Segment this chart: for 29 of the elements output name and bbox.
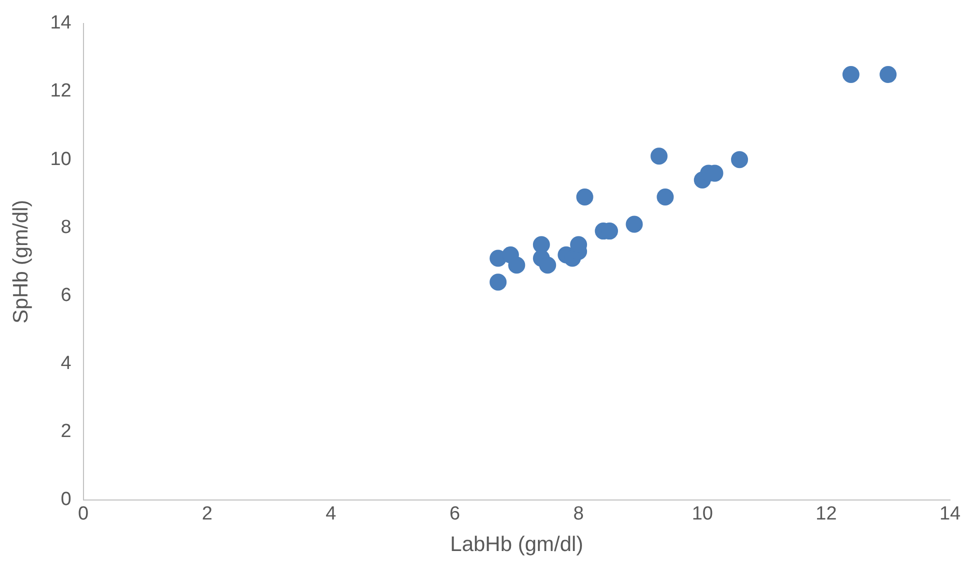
- x-tick-label: 4: [326, 504, 337, 525]
- y-tick-label: 12: [50, 80, 72, 102]
- point: [650, 148, 668, 165]
- x-tick-label: 0: [78, 504, 89, 525]
- x-tick-label: 2: [202, 504, 212, 525]
- y-tick-label: 0: [60, 489, 72, 510]
- x-axis-title: LabHb (gm/dl): [450, 533, 584, 556]
- x-tick-label: 6: [449, 504, 460, 525]
- x-tick-label: 10: [692, 504, 713, 525]
- point: [532, 236, 550, 254]
- point: [508, 256, 526, 274]
- point: [626, 216, 643, 233]
- point: [880, 66, 897, 83]
- point: [539, 256, 556, 274]
- point: [576, 188, 594, 206]
- point: [842, 66, 860, 83]
- y-tick-label: 2: [60, 421, 72, 442]
- y-tick-label: 14: [50, 12, 72, 34]
- point: [731, 151, 748, 168]
- point: [490, 274, 507, 291]
- y-tick-label: 4: [60, 353, 72, 374]
- y-tick-label: 8: [60, 216, 72, 238]
- y-tick-label: 10: [50, 148, 72, 170]
- x-tick-label: 12: [816, 504, 837, 525]
- point: [656, 188, 674, 206]
- y-axis-title: SpHb (gm/dl): [9, 200, 32, 324]
- x-tick-label: 14: [939, 504, 961, 525]
- x-tick-label: 8: [573, 504, 584, 525]
- y-tick-label: 6: [60, 284, 72, 306]
